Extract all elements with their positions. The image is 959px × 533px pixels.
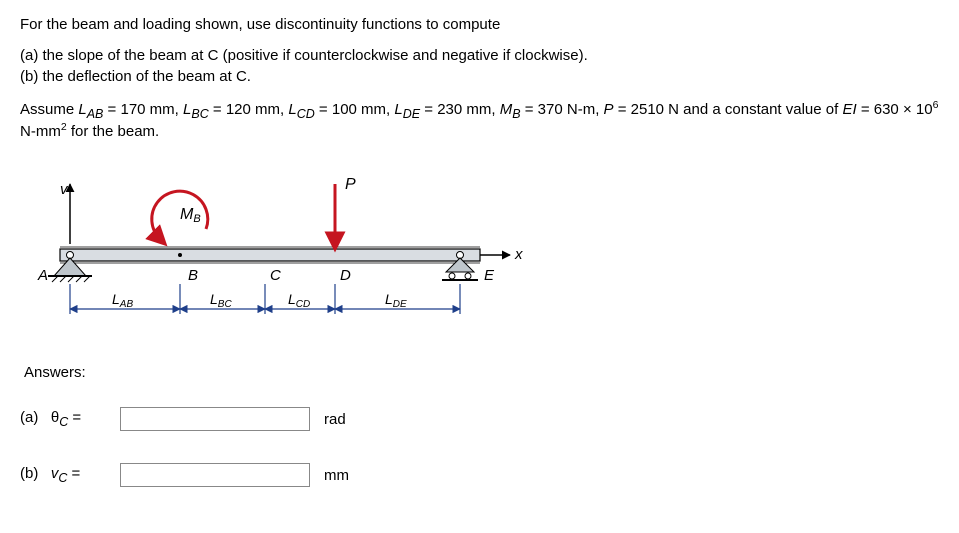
theta-c-input[interactable] xyxy=(120,407,310,431)
label-E: E xyxy=(484,267,495,284)
label-P: P xyxy=(345,176,356,193)
prompt-line-1: For the beam and loading shown, use disc… xyxy=(20,16,939,33)
answer-row-b: (b) vC = mm xyxy=(20,463,939,487)
label-A: A xyxy=(37,267,48,284)
beam-body xyxy=(60,249,480,261)
label-C: C xyxy=(270,267,281,284)
label-LDE: LDE xyxy=(385,291,407,310)
label-LAB: LAB xyxy=(112,291,133,310)
label-B: B xyxy=(188,267,198,284)
answer-a-unit: rad xyxy=(324,411,346,428)
problem-givens: Assume LAB = 170 mm, LBC = 120 mm, LCD =… xyxy=(20,99,939,140)
answer-b-label: (b) vC = xyxy=(20,465,120,485)
v-c-input[interactable] xyxy=(120,463,310,487)
label-x: x xyxy=(514,246,523,263)
prompt-line-2: (a) the slope of the beam at C (positive… xyxy=(20,47,939,64)
answer-a-label: (a) θC = xyxy=(20,409,120,429)
label-v: v xyxy=(60,181,69,198)
label-MB: MB xyxy=(180,206,201,225)
label-LBC: LBC xyxy=(210,291,232,310)
problem-parts: (a) the slope of the beam at C (positive… xyxy=(20,47,939,85)
answer-row-a: (a) θC = rad xyxy=(20,407,939,431)
label-LCD: LCD xyxy=(288,291,310,310)
prompt-line-3: (b) the deflection of the beam at C. xyxy=(20,68,939,85)
answer-b-unit: mm xyxy=(324,467,349,484)
beam-diagram: v x A E MB B P C D xyxy=(30,154,550,354)
answers-header: Answers: xyxy=(24,364,939,381)
problem-statement: For the beam and loading shown, use disc… xyxy=(20,16,939,33)
label-D: D xyxy=(340,267,351,284)
